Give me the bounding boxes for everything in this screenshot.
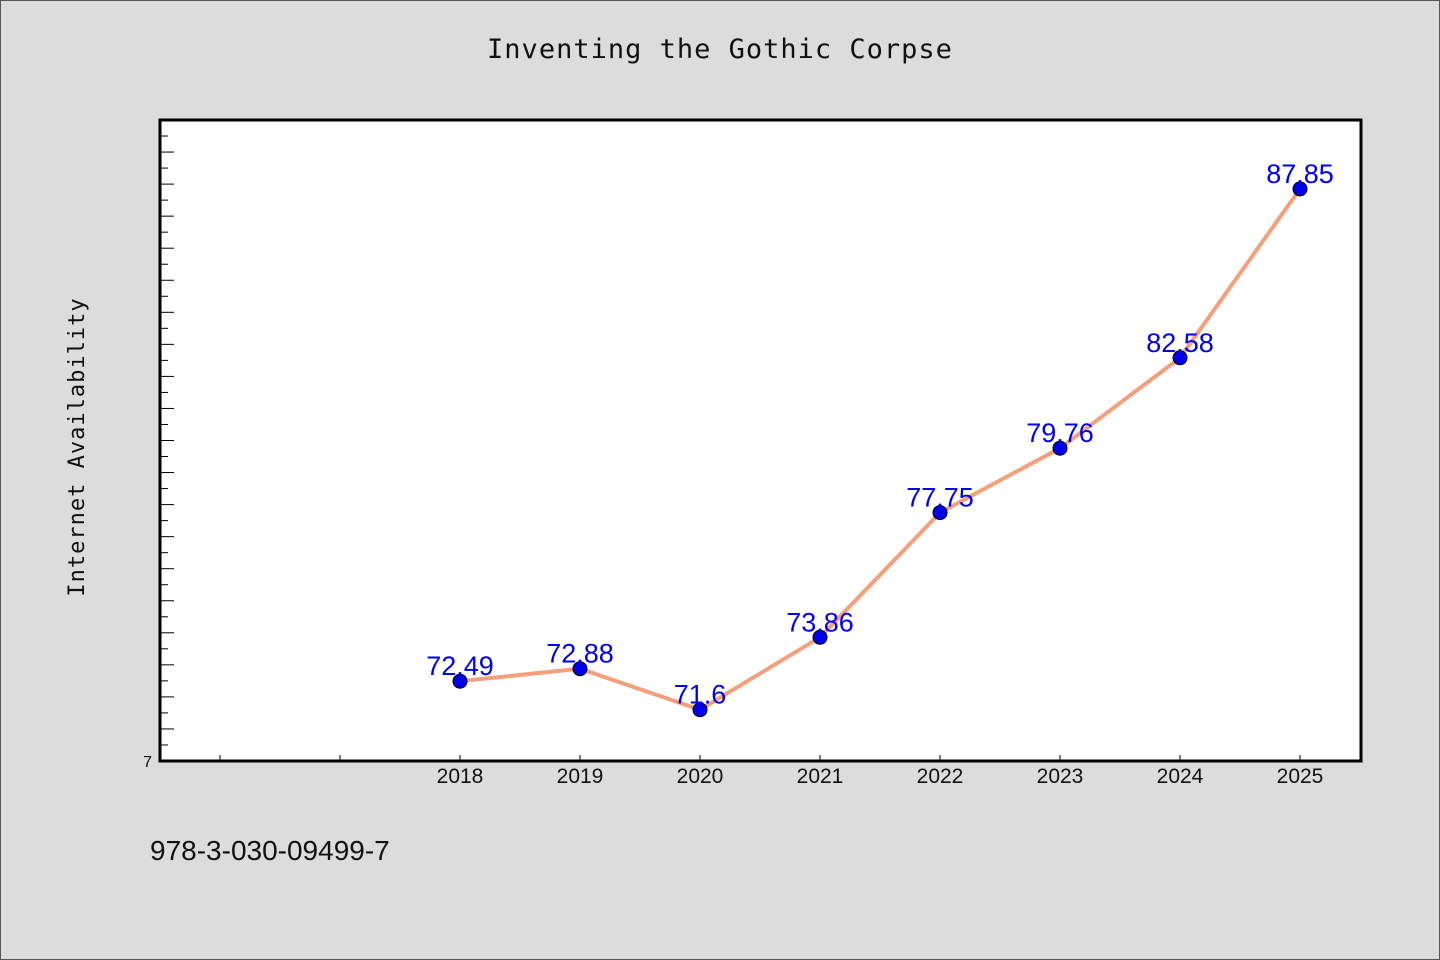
y-axis-tick-labels: 7 <box>143 754 152 771</box>
x-axis-ticks <box>219 755 1301 761</box>
data-label: 77.75 <box>906 483 974 513</box>
data-label: 82.58 <box>1146 328 1214 358</box>
data-label: 79.76 <box>1026 418 1094 448</box>
plot-area <box>158 118 1363 763</box>
chart-title: Inventing the Gothic Corpse <box>487 34 953 65</box>
x-axis-tick-labels: 2018 2019 2020 2021 2022 2023 2024 2025 <box>437 765 1324 788</box>
data-label: 72.88 <box>546 639 614 669</box>
data-point <box>1172 350 1188 366</box>
data-label: 87.85 <box>1266 159 1334 189</box>
data-point <box>572 661 588 677</box>
data-label: 71.6 <box>674 680 727 710</box>
series-markers <box>452 181 1308 718</box>
series-line <box>458 186 1302 712</box>
data-point <box>452 673 468 689</box>
x-tick-label: 2020 <box>677 765 724 788</box>
y-tick-label: 7 <box>143 754 152 771</box>
y-axis-ticks <box>160 135 174 762</box>
data-point <box>1052 440 1068 456</box>
data-label: 72.49 <box>426 651 494 681</box>
x-tick-label: 2018 <box>437 765 484 788</box>
data-point <box>692 702 708 718</box>
x-tick-label: 2024 <box>1157 765 1204 788</box>
data-point <box>812 629 828 645</box>
data-point <box>1292 181 1308 197</box>
y-axis-label: Internet Availability <box>65 297 90 596</box>
data-label: 73.86 <box>786 607 854 637</box>
data-labels: 72.49 72.88 71.6 73.86 77.75 79.76 82.58 87.85 <box>426 159 1334 710</box>
data-point <box>932 505 948 521</box>
x-tick-label: 2025 <box>1277 765 1324 788</box>
x-tick-label: 2022 <box>917 765 964 788</box>
isbn-label: 978-3-030-09499-7 <box>150 835 390 866</box>
x-tick-label: 2023 <box>1037 765 1084 788</box>
x-tick-label: 2021 <box>797 765 844 788</box>
x-tick-label: 2019 <box>557 765 604 788</box>
